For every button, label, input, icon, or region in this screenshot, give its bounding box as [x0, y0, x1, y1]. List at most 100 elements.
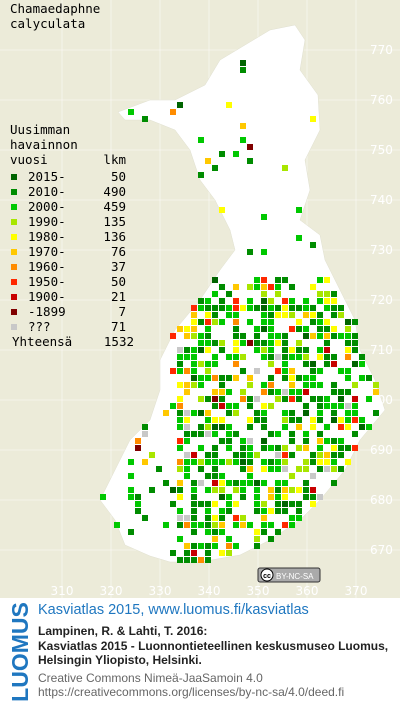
record-square	[303, 375, 309, 381]
record-square	[303, 438, 309, 444]
record-square	[282, 361, 288, 367]
headline: Kasviatlas 2015, www.luomus.fi/kasviatla…	[38, 602, 309, 618]
record-square	[219, 522, 225, 528]
record-square	[366, 424, 372, 430]
record-square	[289, 417, 295, 423]
record-square	[240, 487, 246, 493]
record-square	[324, 396, 330, 402]
record-square	[345, 354, 351, 360]
record-square	[219, 515, 225, 521]
record-square	[303, 326, 309, 332]
record-square	[331, 305, 337, 311]
record-square	[268, 305, 274, 311]
record-square	[240, 354, 246, 360]
record-square	[100, 494, 106, 500]
record-square	[282, 424, 288, 430]
record-square	[247, 305, 253, 311]
record-square	[128, 529, 134, 535]
record-square	[303, 389, 309, 395]
record-square	[261, 298, 267, 304]
record-square	[247, 424, 253, 430]
record-square	[275, 368, 281, 374]
record-square	[254, 508, 260, 514]
record-square	[191, 368, 197, 374]
record-square	[317, 452, 323, 458]
record-square	[219, 396, 225, 402]
record-square	[345, 375, 351, 381]
record-square	[198, 431, 204, 437]
record-square	[303, 487, 309, 493]
record-square	[205, 375, 211, 381]
record-square	[331, 480, 337, 486]
record-square	[261, 403, 267, 409]
record-square	[352, 417, 358, 423]
record-square	[289, 354, 295, 360]
record-square	[233, 319, 239, 325]
record-square	[310, 459, 316, 465]
record-square	[219, 151, 225, 157]
record-square	[191, 354, 197, 360]
record-square	[268, 522, 274, 528]
record-square	[177, 361, 183, 367]
record-square	[226, 508, 232, 514]
record-square	[296, 354, 302, 360]
record-square	[205, 473, 211, 479]
record-square	[205, 452, 211, 458]
record-square	[275, 291, 281, 297]
record-square	[268, 494, 274, 500]
legend-swatch	[11, 234, 17, 240]
legend-header: vuosi	[10, 152, 48, 167]
record-square	[282, 487, 288, 493]
record-squares	[100, 60, 379, 563]
record-square	[184, 326, 190, 332]
record-square	[254, 452, 260, 458]
record-square	[303, 305, 309, 311]
record-square	[184, 389, 190, 395]
record-square	[184, 333, 190, 339]
record-square	[233, 347, 239, 353]
record-square	[198, 459, 204, 465]
record-square	[261, 382, 267, 388]
legend: Uusimman havainnon vuosi lkm 2015- 50 2010…	[10, 122, 134, 349]
record-square	[296, 347, 302, 353]
record-square	[296, 235, 302, 241]
record-square	[352, 431, 358, 437]
record-square	[205, 543, 211, 549]
record-square	[310, 417, 316, 423]
record-square	[240, 515, 246, 521]
record-square	[177, 326, 183, 332]
record-square	[177, 354, 183, 360]
record-square	[282, 410, 288, 416]
record-square	[233, 480, 239, 486]
record-square	[177, 417, 183, 423]
record-square	[296, 326, 302, 332]
record-square	[219, 487, 225, 493]
record-square	[282, 508, 288, 514]
record-square	[289, 389, 295, 395]
record-square	[184, 382, 190, 388]
record-square	[212, 445, 218, 451]
record-square	[240, 123, 246, 129]
record-square	[324, 333, 330, 339]
record-square	[240, 438, 246, 444]
record-square	[191, 501, 197, 507]
record-square	[282, 466, 288, 472]
record-square	[338, 312, 344, 318]
record-square	[240, 396, 246, 402]
record-square	[191, 487, 197, 493]
record-square	[261, 424, 267, 430]
record-square	[219, 389, 225, 395]
record-square	[324, 319, 330, 325]
record-square	[191, 522, 197, 528]
record-square	[331, 466, 337, 472]
record-square	[317, 347, 323, 353]
record-square	[303, 333, 309, 339]
easting-label: 370	[345, 584, 368, 598]
record-square	[275, 340, 281, 346]
record-square	[303, 466, 309, 472]
record-square	[317, 368, 323, 374]
record-square	[303, 298, 309, 304]
record-square	[177, 368, 183, 374]
record-square	[233, 543, 239, 549]
